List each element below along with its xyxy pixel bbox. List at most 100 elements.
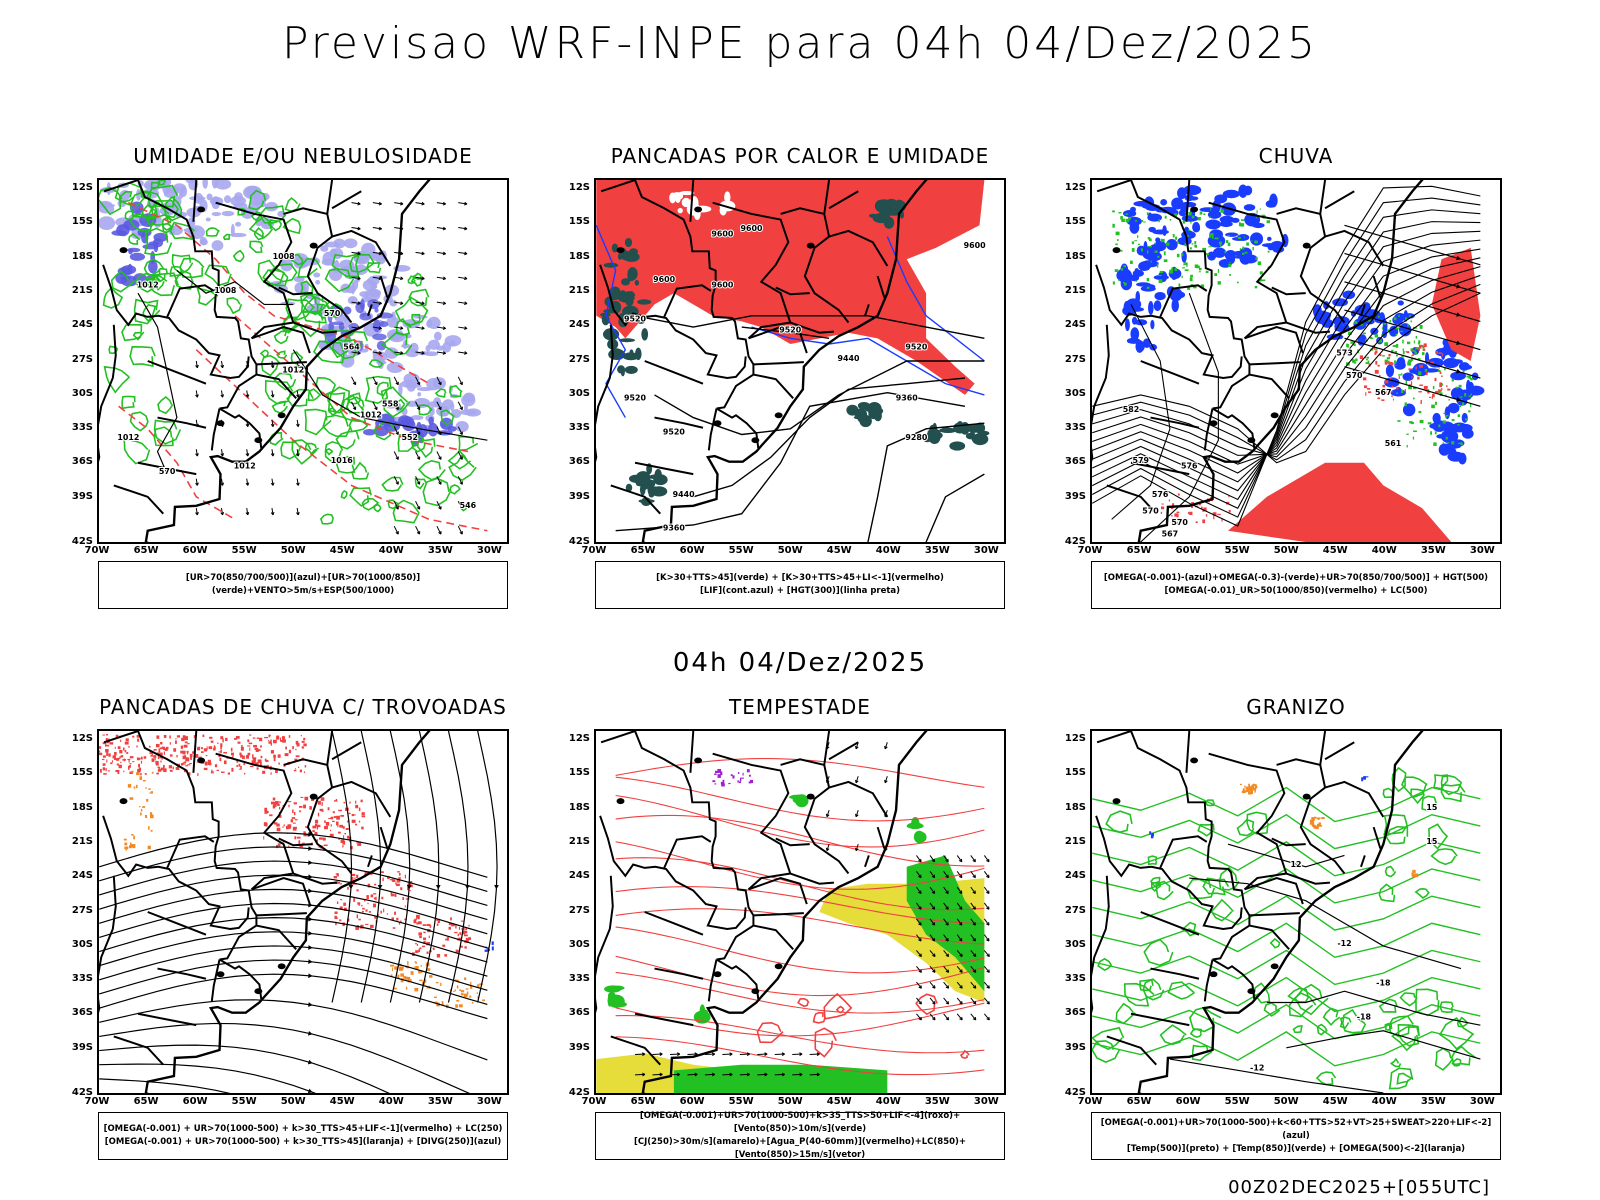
lon-label: 70W [581,545,607,556]
map-thunderstorm-showers [97,729,509,1095]
panel-title-hail: GRANIZO [1246,695,1346,719]
lon-label: 35W [1420,1096,1446,1107]
lon-label: 65W [133,545,159,556]
lat-label: 21S [1064,835,1086,847]
contour-label: 570 [159,467,176,476]
lat-label: 36S [71,1007,93,1019]
lon-label: 60W [182,1096,208,1107]
lat-label: 39S [568,490,590,502]
lat-label: 42S [568,1087,590,1098]
map-rain: 582 576 576 570 570 573 570 567 561 567 579 [1090,178,1502,544]
legend-line: [K>30+TTS>45](verde) + [K>30+TTS>45+LI<-… [656,573,944,583]
lat-label: 27S [71,353,93,365]
lat-label: 33S [1064,422,1086,434]
lon-label: 65W [1126,545,1152,556]
contour-label: 9520 [663,428,686,437]
legend-storm: [OMEGA(-0.001)+UR>70(1000-500)+k>35_TTS>… [595,1111,1005,1160]
contour-label: 9440 [838,354,861,363]
lat-label: 39S [568,1041,590,1053]
panel-title-thunderstorm-showers: PANCADAS DE CHUVA C/ TROVOADAS [99,695,507,719]
lon-label: 60W [1175,1096,1201,1107]
lon-label: 35W [427,545,453,556]
map-storm [594,729,1006,1095]
legend-humidity: [UR>70(850/700/500)](azul)+[UR>70(1000/8… [98,561,508,609]
lat-label: 36S [568,1007,590,1019]
contour-label: 1012 [117,433,139,442]
contour-label: 9520 [905,343,928,352]
lat-label: 15S [1064,767,1086,779]
contour-label: 579 [1133,456,1150,465]
lat-label: 27S [568,904,590,916]
contour-label: 1012 [282,365,304,374]
legend-line: [OMEGA(-0.001)-(azul)+OMEGA(-0.3)-(verde… [1103,573,1489,583]
lon-label: 50W [1273,545,1299,556]
lat-label: 30S [71,387,93,399]
field-layer [99,180,488,535]
lat-label: 36S [71,456,93,468]
lon-label: 50W [280,1096,306,1107]
contour-label: 546 [460,501,477,510]
field-layer [1092,184,1485,542]
lat-label: 15S [1064,216,1086,228]
contour-label: 561 [1385,439,1402,448]
contour-label: 576 [1152,490,1169,499]
lat-label: 21S [71,835,93,847]
lat-label: 24S [568,870,590,882]
contour-label: 1012 [137,280,159,289]
lon-label: 45W [329,545,355,556]
coastline-layer [99,731,431,1093]
lat-label: 30S [568,387,590,399]
lat-label: 30S [71,938,93,950]
lat-label: 21S [568,284,590,296]
contour-label: 1012 [360,411,382,420]
contour-label: 9600 [653,275,676,284]
lon-label: 40W [1371,545,1397,556]
coastline-layer [1092,180,1424,542]
contour-label: 9360 [896,394,919,403]
lat-label: 27S [71,904,93,916]
main-title: Previsao WRF-INPE para 04h 04/Dez/2025 [282,18,1318,69]
lon-label: 45W [826,545,852,556]
lon-label: 65W [1126,1096,1152,1107]
lat-label: 15S [71,216,93,228]
lat-label: 21S [1064,284,1086,296]
lon-label: 45W [329,1096,355,1107]
map-canvas [99,731,499,1093]
lat-label: 33S [568,422,590,434]
contour-label: 567 [1375,388,1392,397]
lat-label: 33S [1064,973,1086,985]
map-humidity: 1008 1008 1012 1012 1012 1012 1016 1012 570 564 55… [97,178,509,544]
legend-line: [LIF](cont.azul) + [HGT(300)](linha pret… [699,586,901,596]
contour-label: 9600 [740,224,763,233]
lat-label: 36S [1064,1007,1086,1019]
contour-label: -12 [1250,1063,1264,1072]
lat-label: 39S [71,1041,93,1053]
lat-label: 30S [1064,387,1086,399]
lon-label: 35W [1420,545,1446,556]
map-hail: -12 -18 -18 -12 15 15 12 [1090,729,1502,1095]
contour-label: 573 [1336,348,1353,357]
lon-label: 50W [280,545,306,556]
lat-label: 18S [568,250,590,262]
lat-label: 18S [1064,801,1086,813]
lon-label: 30W [1469,1096,1495,1107]
lat-label: 30S [1064,938,1086,950]
lon-label: 30W [476,1096,502,1107]
contour-label: 9280 [905,433,928,442]
lat-label: 27S [1064,353,1086,365]
lat-label: 33S [71,973,93,985]
lat-label: 42S [568,536,590,547]
lon-label: 35W [924,545,950,556]
contour-label: 9600 [964,241,987,250]
contour-label: 1008 [214,286,237,295]
field-layer [99,731,499,1093]
contour-label: 564 [343,343,360,352]
contour-label: 570 [324,309,341,318]
lon-label: 60W [679,545,705,556]
legend-line: [OMEGA(-0.001) + UR>70(1000-500) + k>30_… [103,1124,503,1134]
contour-label: 9360 [663,524,686,533]
lon-label: 30W [973,545,999,556]
contour-label: 9600 [711,280,734,289]
lon-label: 65W [133,1096,159,1107]
coastline-layer [1092,731,1424,1093]
